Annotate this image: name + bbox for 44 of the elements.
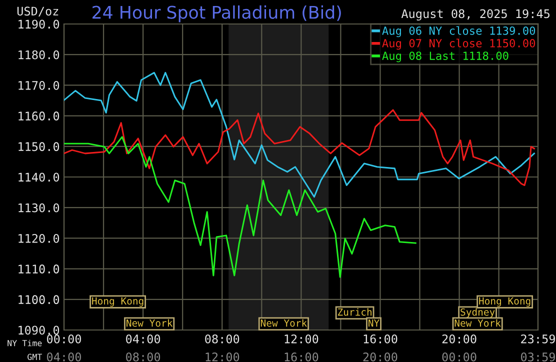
y-tick-label: 1150.0 bbox=[18, 142, 60, 152]
x2-tick-label: 12:00 bbox=[206, 352, 240, 362]
legend-label: Aug 06 NY close 1139.00 bbox=[382, 26, 536, 38]
y-tick-label: 1170.0 bbox=[18, 80, 60, 90]
legend-label: Aug 08 Last 1118.00 bbox=[382, 52, 508, 62]
y-tick-label: 1190.0 bbox=[18, 20, 60, 29]
chart-title: 24 Hour Spot Palladium (Bid) bbox=[92, 5, 341, 22]
annotation: Hong Kong bbox=[479, 297, 530, 307]
x-tick-label: 20:00 bbox=[442, 334, 476, 344]
y-tick-label: 1090.0 bbox=[18, 326, 60, 335]
x-tick-label: 23:59 bbox=[521, 334, 555, 344]
x2-tick-label: 16:00 bbox=[284, 352, 318, 362]
line-series bbox=[64, 109, 535, 186]
y-tick-label: 1140.0 bbox=[18, 172, 60, 182]
annotation: New York bbox=[260, 319, 307, 327]
y-tick-label: 1120.0 bbox=[18, 234, 60, 243]
line-series bbox=[64, 136, 416, 278]
y-axis-title: USD/oz bbox=[17, 6, 58, 17]
annotation: New York bbox=[454, 319, 501, 327]
annotation: Sydney bbox=[460, 308, 495, 318]
chart-subtitle: August 08, 2025 19:45 bbox=[401, 9, 550, 21]
y-tick-label: 1110.0 bbox=[18, 264, 60, 274]
x2-tick-label: 20:00 bbox=[363, 352, 398, 362]
x2-axis-title: GMT bbox=[28, 354, 42, 360]
x-tick-label: 04:00 bbox=[126, 334, 160, 344]
y-tick-label: 1180.0 bbox=[18, 50, 60, 60]
line-series bbox=[64, 72, 535, 198]
x2-tick-label: 08:00 bbox=[126, 352, 160, 362]
annotation: Zurich bbox=[338, 308, 372, 316]
y-tick-label: 1160.0 bbox=[18, 112, 60, 120]
x-tick-label: 00:00 bbox=[47, 334, 82, 344]
x2-tick-label: 04:00 bbox=[47, 352, 82, 362]
x-axis-title: NY Time bbox=[8, 340, 42, 346]
x-tick-label: 16:00 bbox=[364, 334, 398, 344]
y-tick-label: 1100.0 bbox=[18, 295, 60, 304]
y-tick-label: 1130.0 bbox=[18, 203, 60, 212]
x2-tick-label: 00:00 bbox=[442, 352, 476, 362]
annotation: NY bbox=[368, 320, 380, 327]
x2-tick-label: 03:59 bbox=[521, 352, 555, 362]
legend-label: Aug 07 NY close 1150.00 bbox=[382, 38, 536, 50]
annotation: Hong Kong bbox=[92, 297, 144, 307]
x-tick-label: 12:00 bbox=[284, 334, 318, 344]
annotation: New York bbox=[126, 319, 173, 327]
x-tick-label: 08:00 bbox=[205, 334, 240, 344]
